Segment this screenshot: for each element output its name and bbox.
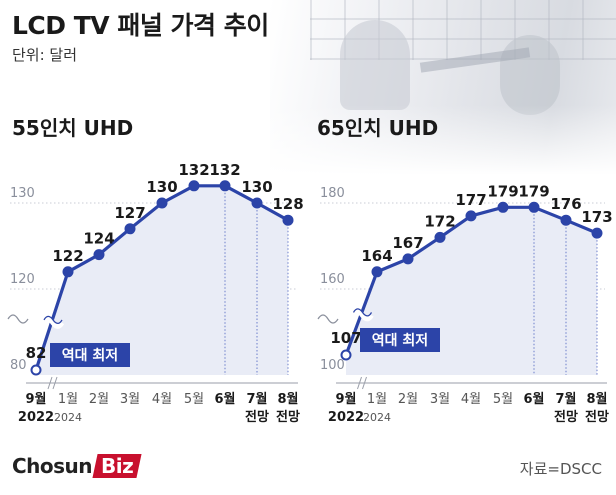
chart-1-x-sub-label: 전망 (245, 409, 269, 425)
chart-2-x-tick-label: 8월 (586, 391, 607, 407)
chart-2-annotation-box (360, 328, 440, 352)
chart-2-x-axis-break (357, 376, 367, 390)
chart-1-point (30, 364, 42, 376)
chart-1-x-sub-label: 2022 (18, 410, 54, 425)
chart-1-x-sub-label: 전망 (276, 409, 300, 425)
chart-1-x-tick-label: 6월 (214, 391, 235, 407)
chart-1-data-label: 127 (114, 204, 145, 222)
brand-logo-accent-text: Biz (101, 454, 134, 478)
chart-1-axis-break-left (7, 314, 29, 324)
chart-1-data-label: 130 (241, 178, 272, 196)
source-label: 자료=DSCC (519, 460, 602, 478)
chart-2-line-break-mark (352, 308, 373, 317)
chart-2-y-tick-label: 160 (320, 272, 345, 287)
brand-logo-accent: Biz (92, 454, 142, 478)
chart-2-data-label: 176 (550, 195, 581, 213)
chart-2-x-sub-label: 전망 (554, 409, 578, 425)
chart-2-x-tick-label: 1월 (367, 392, 387, 407)
chart-1-x-tick-label: 7월 (246, 391, 267, 407)
photo-worker-figure (340, 20, 410, 110)
chart-1-annotation-box (50, 343, 130, 367)
chart-2-x-sub-label: 2022 (328, 410, 364, 425)
chart-2-x-sub-label: 전망 (585, 409, 609, 425)
chart-1-data-label: 132 (209, 161, 240, 179)
chart-2-point (528, 201, 540, 213)
page-title: LCD TV 패널 가격 추이 (12, 11, 269, 40)
chart-1-annotation-text: 역대 최저 (62, 347, 118, 364)
chart-1-data-label: 132 (178, 161, 209, 179)
chart-1-x-tick-label: 5월 (184, 392, 204, 407)
chart-1-data-label: 130 (146, 178, 177, 196)
chart-1-x-tick-label: 2월 (89, 392, 109, 407)
chart-1-data-label: 128 (272, 195, 303, 213)
chart-1-point (251, 197, 263, 209)
chart-1-point (188, 180, 200, 192)
chart-2-axis-break-left (317, 314, 339, 324)
chart-2-x-tick-label: 7월 (555, 391, 576, 407)
chart-1-point (93, 249, 105, 261)
chart-1-x-tick-label: 1월 (58, 392, 78, 407)
chart-1-point (62, 266, 74, 278)
chart-1-line-break-gap (41, 316, 65, 329)
chart-2-line-break-gap (351, 309, 374, 322)
brand-logo-main: Chosun (12, 454, 93, 478)
chart-1-area (36, 185, 288, 375)
chart-1-x-axis-break (47, 376, 58, 390)
chart-2-data-label: 164 (361, 247, 392, 265)
photo-equipment-figure (500, 35, 560, 115)
chart-2-data-label: 179 (487, 182, 518, 200)
chart-2-data-label: 179 (518, 182, 549, 200)
chart-2-x-tick-label: 5월 (493, 392, 513, 407)
chart-2-x-tick-label: 3월 (430, 392, 450, 407)
chart-1-x-tick-label: 3월 (120, 392, 140, 407)
chart-1-point (282, 214, 294, 226)
chart-2-x-tick-label: 2월 (398, 392, 418, 407)
chart-1-line-break-mark (43, 315, 63, 325)
chart-2-point (465, 210, 477, 222)
chart-2-point (371, 266, 383, 278)
chart-1-title: 55인치 UHD (12, 116, 133, 140)
chart-1-data-label: 124 (83, 230, 114, 248)
chart-2-y-tick-label: 180 (320, 186, 345, 201)
chart-1-data-label: 122 (52, 247, 83, 265)
chart-2-point (497, 201, 509, 213)
chart-2-x-tick-label: 9월 (335, 391, 356, 407)
chart-1-point (124, 223, 136, 235)
chart-1-x-tick-label: 9월 (25, 391, 46, 407)
chart-2-data-label: 167 (392, 234, 423, 252)
chart-2-point (402, 253, 414, 265)
brand-logo: Chosun Biz (12, 454, 142, 478)
chart-1-point (156, 197, 168, 209)
chart-1-y-tick-label: 120 (10, 272, 35, 287)
chart-1-y-tick-label: 80 (10, 358, 27, 373)
chart-1-x-sub-label: 2024 (54, 411, 82, 424)
chart-2-data-label: 173 (581, 208, 612, 226)
chart-2-point (434, 231, 446, 243)
chart-2-x-tick-label: 4월 (461, 392, 481, 407)
chart-2-point (340, 349, 352, 361)
chart-2-point (591, 227, 603, 239)
chart-2-data-label: 172 (424, 212, 455, 230)
chart-2-x-sub-label: 2024 (363, 411, 391, 424)
photo-fade (270, 105, 616, 175)
chart-2-point (560, 214, 572, 226)
chart-1-x-tick-label: 4월 (152, 392, 172, 407)
unit-label: 단위: 달러 (12, 46, 78, 64)
chart-1-data-label: 82 (26, 344, 47, 362)
chart-2-x-tick-label: 6월 (523, 391, 544, 407)
chart-1-point (219, 180, 231, 192)
chart-2-data-label: 177 (455, 191, 486, 209)
chart-2-data-label: 107 (330, 329, 361, 347)
chart-2-annotation-text: 역대 최저 (372, 332, 428, 349)
chart-1-y-tick-label: 130 (10, 186, 35, 201)
background-photo (270, 0, 616, 175)
chart-1-x-tick-label: 8월 (277, 391, 298, 407)
chart-2-title: 65인치 UHD (317, 116, 438, 140)
chart-2-y-tick-label: 100 (320, 358, 345, 373)
